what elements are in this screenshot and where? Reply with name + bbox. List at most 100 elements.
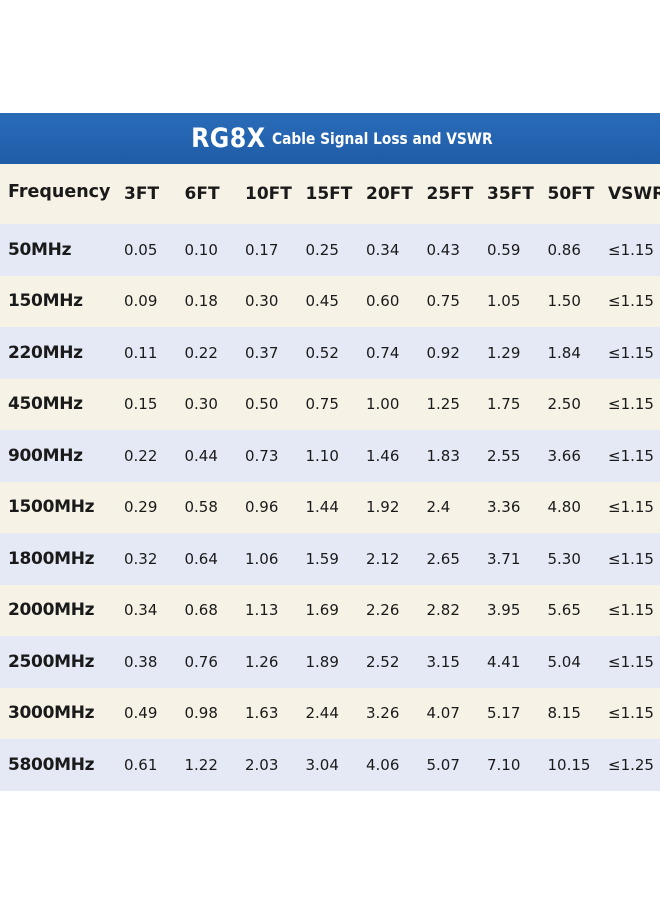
value-cell: 1.44 [305,498,339,517]
value-cell: 5.04 [547,652,581,671]
table-body: 50MHz 0.05 0.10 0.17 0.25 0.34 0.43 0.59 0.86 ≤1.… [0,224,660,791]
value-cell: 0.38 [124,652,158,671]
value-cell: ≤1.15 [608,652,654,671]
table-header-row: Frequency 3FT 6FT 10FT 15FT 20FT 25FT 35FT 50FT V… [0,164,660,224]
value-cell: ≤1.25 [608,755,654,774]
value-cell: 4.41 [487,652,521,671]
value-cell: ≤1.15 [608,498,654,517]
value-cell: 1.84 [547,343,581,362]
value-cell: 2.12 [366,549,400,568]
value-cell: 1.06 [245,549,279,568]
value-cell: 0.73 [245,446,279,465]
value-cell: 3.71 [487,549,521,568]
value-cell: 0.58 [184,498,218,517]
frequency-cell: 450MHz [8,394,83,415]
frequency-cell: 3000MHz [8,703,95,724]
table-row: 150MHz 0.09 0.18 0.30 0.45 0.60 0.75 1.05 1.50 ≤1… [0,275,660,327]
value-cell: 0.37 [245,343,279,362]
value-cell: 3.04 [305,755,339,774]
frequency-cell: 150MHz [8,291,83,312]
value-cell: 3.26 [366,704,400,723]
value-cell: 0.76 [184,652,218,671]
value-cell: 0.05 [124,240,158,259]
value-cell: 1.13 [245,601,279,620]
column-header-15ft: 15FT [305,184,353,204]
table-row: 3000MHz 0.49 0.98 1.63 2.44 3.26 4.07 5.17 8.15 ≤… [0,687,660,739]
value-cell: 1.92 [366,498,400,517]
value-cell: ≤1.15 [608,446,654,465]
value-cell: 2.03 [245,755,279,774]
value-cell: 1.59 [305,549,339,568]
value-cell: 0.49 [124,704,158,723]
signal-loss-table: Frequency 3FT 6FT 10FT 15FT 20FT 25FT 35FT 50FT V… [0,164,660,791]
spec-sheet: RG8X Cable Signal Loss and VSWR Frequenc… [0,113,660,791]
value-cell: 1.29 [487,343,521,362]
value-cell: 1.75 [487,395,521,414]
value-cell: 10.15 [547,755,591,774]
table-row: 2000MHz 0.34 0.68 1.13 1.69 2.26 2.82 3.95 5.65 ≤… [0,584,660,636]
frequency-cell: 1800MHz [8,548,95,569]
value-cell: 1.26 [245,652,279,671]
value-cell: 4.80 [547,498,581,517]
value-cell: 0.11 [124,343,158,362]
value-cell: ≤1.15 [608,343,654,362]
value-cell: 0.34 [366,240,400,259]
value-cell: 2.52 [366,652,400,671]
value-cell: 1.22 [184,755,218,774]
value-cell: 1.69 [305,601,339,620]
frequency-cell: 50MHz [8,239,72,260]
value-cell: 2.82 [426,601,460,620]
value-cell: 0.30 [184,395,218,414]
value-cell: 1.00 [366,395,400,414]
value-cell: 3.66 [547,446,581,465]
value-cell: 0.92 [426,343,460,362]
value-cell: 0.44 [184,446,218,465]
value-cell: 0.64 [184,549,218,568]
value-cell: 0.15 [124,395,158,414]
table-row: 450MHz 0.15 0.30 0.50 0.75 1.00 1.25 1.75 2.50 ≤1… [0,378,660,430]
table-row: 1800MHz 0.32 0.64 1.06 1.59 2.12 2.65 3.71 5.30 ≤… [0,533,660,585]
value-cell: ≤1.15 [608,601,654,620]
value-cell: 0.34 [124,601,158,620]
frequency-cell: 1500MHz [8,497,95,518]
value-cell: 2.55 [487,446,521,465]
column-header-6ft: 6FT [184,184,220,204]
value-cell: 0.59 [487,240,521,259]
value-cell: 0.75 [305,395,339,414]
value-cell: 0.68 [184,601,218,620]
value-cell: 0.61 [124,755,158,774]
value-cell: 2.50 [547,395,581,414]
value-cell: 0.09 [124,292,158,311]
value-cell: 3.95 [487,601,521,620]
column-header-3ft: 3FT [124,184,160,204]
value-cell: 1.50 [547,292,581,311]
frequency-cell: 2000MHz [8,600,95,621]
value-cell: 1.25 [426,395,460,414]
table-row: 5800MHz 0.61 1.22 2.03 3.04 4.06 5.07 7.10 10.15… [0,739,660,791]
value-cell: 0.18 [184,292,218,311]
value-cell: 0.43 [426,240,460,259]
value-cell: 2.26 [366,601,400,620]
value-cell: 0.45 [305,292,339,311]
value-cell: ≤1.15 [608,240,654,259]
column-header-20ft: 20FT [366,184,413,204]
value-cell: ≤1.15 [608,704,654,723]
value-cell: 0.52 [305,343,339,362]
value-cell: 3.15 [426,652,460,671]
value-cell: 5.07 [426,755,460,774]
value-cell: ≤1.15 [608,292,654,311]
column-header-vswr: VSWR [608,184,660,204]
column-header-10ft: 10FT [245,184,292,204]
value-cell: 0.22 [124,446,158,465]
value-cell: 0.29 [124,498,158,517]
value-cell: ≤1.15 [608,549,654,568]
value-cell: 7.10 [487,755,521,774]
value-cell: 3.36 [487,498,521,517]
value-cell: 5.65 [547,601,581,620]
value-cell: 1.46 [366,446,400,465]
value-cell: 0.17 [245,240,279,259]
column-header-35ft: 35FT [487,184,534,204]
value-cell: 1.10 [305,446,339,465]
value-cell: 0.75 [426,292,460,311]
value-cell: 5.30 [547,549,581,568]
